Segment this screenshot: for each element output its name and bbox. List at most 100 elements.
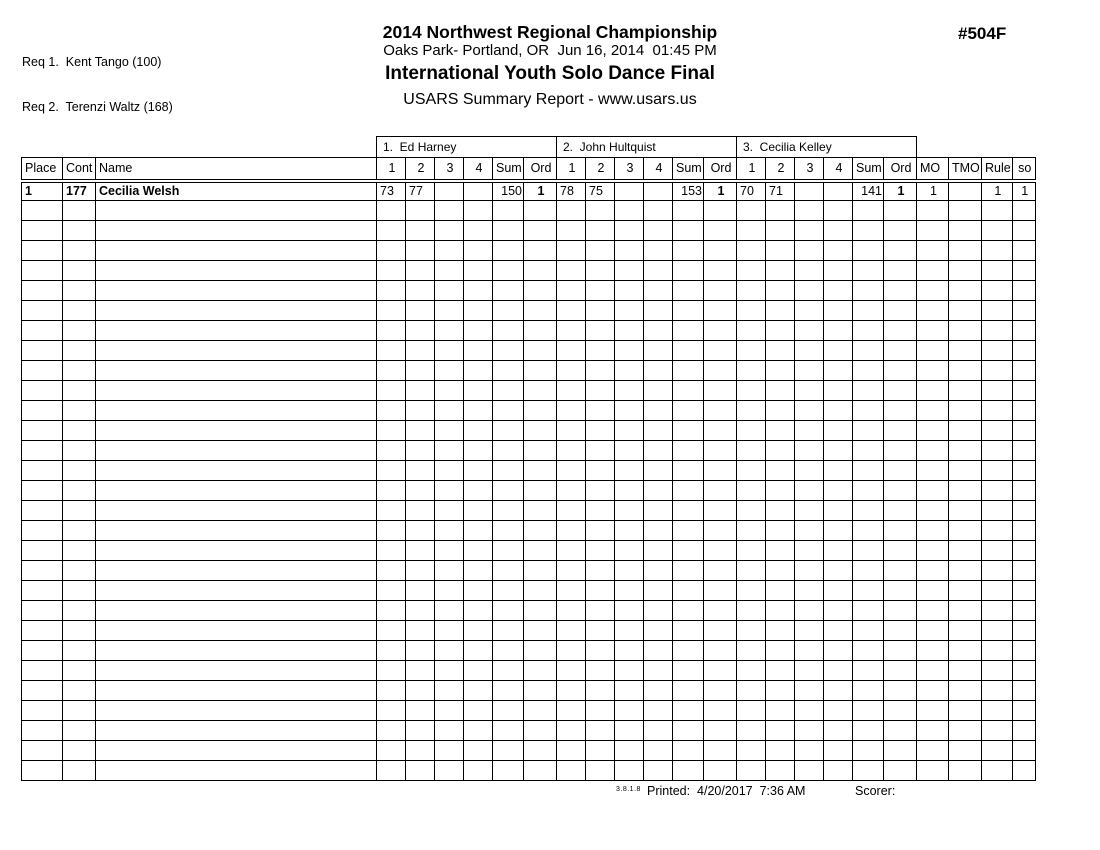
cell-judge2-ord <box>703 520 737 541</box>
cell-judge2-sum <box>672 340 704 361</box>
cell-tmo <box>948 560 982 581</box>
cell-judge3-sum <box>852 560 884 581</box>
cell-so <box>1011 480 1036 501</box>
cell-tmo <box>948 740 982 761</box>
cell-mo <box>916 720 949 741</box>
cell-name <box>95 460 377 481</box>
cell-judge3-sum <box>852 240 884 261</box>
cell-judge1-sum <box>492 260 524 281</box>
cell-judge2-ord <box>703 460 737 481</box>
cell-place <box>21 720 63 741</box>
cell-rule <box>981 220 1013 241</box>
cell-judge2-score-3 <box>614 340 644 361</box>
cell-judge1-score-3 <box>434 320 464 341</box>
cell-judge3-score-1 <box>736 440 766 461</box>
cell-judge1-sum <box>492 580 524 601</box>
cell-judge1-sum <box>492 480 524 501</box>
cell-judge3-sum <box>852 340 884 361</box>
cell-so <box>1011 240 1036 261</box>
empty-row <box>21 480 1036 501</box>
cell-judge1-score-4 <box>463 720 493 741</box>
cell-judge3-score-1 <box>736 560 766 581</box>
cell-judge2-score-3 <box>614 400 644 421</box>
cell-judge1-score-4 <box>463 180 493 201</box>
cell-judge2-sum <box>672 520 704 541</box>
cell-judge3-ord <box>883 300 917 321</box>
required-dance-2: Req 2. Terenzi Waltz (168) <box>22 100 173 114</box>
cell-judge3-score-3 <box>794 560 824 581</box>
cell-judge1-score-2 <box>405 300 435 321</box>
judge-name-box-1: 1. Ed Harney <box>376 136 557 158</box>
cell-judge1-score-2 <box>405 640 435 661</box>
cell-name <box>95 300 377 321</box>
cell-judge3-sum <box>852 620 884 641</box>
cell-judge1-ord: 1 <box>523 180 557 201</box>
cell-so <box>1011 440 1036 461</box>
cell-judge1-ord <box>523 720 557 741</box>
cell-judge1-ord <box>523 340 557 361</box>
cell-judge3-score-4 <box>823 720 853 741</box>
cell-judge1-score-4 <box>463 420 493 441</box>
cell-cont <box>62 560 96 581</box>
cell-judge1-score-3 <box>434 740 464 761</box>
cell-judge3-score-3 <box>794 620 824 641</box>
cell-judge3-score-4 <box>823 400 853 421</box>
cell-judge3-score-3 <box>794 520 824 541</box>
cell-tmo <box>948 460 982 481</box>
cell-judge3-ord <box>883 720 917 741</box>
cell-judge2-score-2 <box>585 440 615 461</box>
cell-judge2-score-2 <box>585 480 615 501</box>
cell-tmo <box>948 300 982 321</box>
cell-place <box>21 760 63 781</box>
cell-so <box>1011 680 1036 701</box>
cell-judge3-score-4 <box>823 460 853 481</box>
cell-rule <box>981 660 1013 681</box>
cell-judge3-ord <box>883 220 917 241</box>
cell-cont <box>62 400 96 421</box>
cell-judge1-score-1 <box>376 560 406 581</box>
cell-name <box>95 220 377 241</box>
cell-place: 1 <box>21 180 63 201</box>
cell-judge3-ord <box>883 640 917 661</box>
cell-judge3-score-1 <box>736 620 766 641</box>
cell-name <box>95 520 377 541</box>
cell-name <box>95 360 377 381</box>
empty-row <box>21 540 1036 561</box>
empty-row <box>21 400 1036 421</box>
cell-judge1-score-4 <box>463 380 493 401</box>
cell-tmo <box>948 260 982 281</box>
cell-place <box>21 340 63 361</box>
cell-name <box>95 260 377 281</box>
empty-row <box>21 360 1036 381</box>
cell-judge2-sum <box>672 220 704 241</box>
cell-cont <box>62 220 96 241</box>
empty-row <box>21 560 1036 581</box>
cell-judge3-score-2 <box>765 340 795 361</box>
cell-rule <box>981 600 1013 621</box>
cell-judge3-score-1 <box>736 400 766 421</box>
cell-judge2-score-4 <box>643 480 673 501</box>
cell-judge2-score-1 <box>556 700 586 721</box>
cell-tmo <box>948 180 982 201</box>
empty-row <box>21 700 1036 721</box>
cell-cont <box>62 740 96 761</box>
empty-row <box>21 420 1036 441</box>
cell-judge3-score-3 <box>794 720 824 741</box>
cell-place <box>21 580 63 601</box>
cell-rule <box>981 420 1013 441</box>
cell-judge2-score-3 <box>614 620 644 641</box>
cell-mo <box>916 520 949 541</box>
cell-judge2-ord <box>703 380 737 401</box>
cell-so <box>1011 220 1036 241</box>
cell-judge2-score-4 <box>643 740 673 761</box>
cell-judge1-score-3 <box>434 560 464 581</box>
cell-so <box>1011 660 1036 681</box>
cell-name: Cecilia Welsh <box>95 180 377 201</box>
cell-cont <box>62 280 96 301</box>
empty-row <box>21 520 1036 541</box>
cell-judge2-ord <box>703 620 737 641</box>
cell-cont <box>62 620 96 641</box>
cell-judge3-score-3 <box>794 220 824 241</box>
cell-judge2-score-3 <box>614 740 644 761</box>
cell-judge1-score-4 <box>463 220 493 241</box>
